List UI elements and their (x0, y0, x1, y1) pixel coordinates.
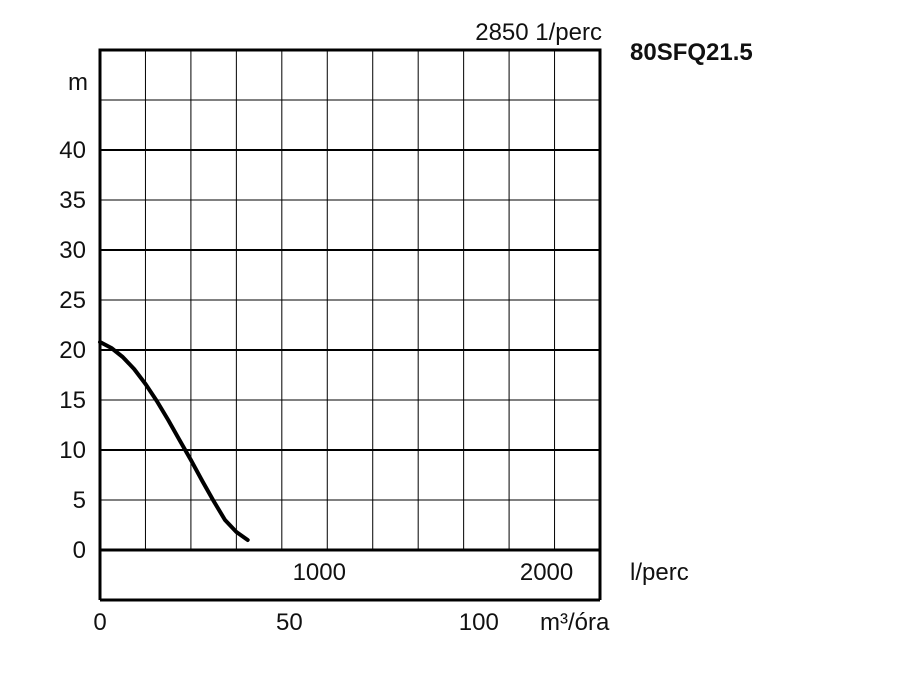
chart-subtitle: 2850 1/perc (475, 19, 602, 46)
y-tick-label: 20 (59, 337, 86, 364)
grid (100, 50, 600, 550)
x-tick-label-m3h: 100 (459, 609, 499, 636)
curve-layer (98, 340, 250, 542)
x-tick-label-m3h: 0 (93, 609, 106, 636)
tick-labels: 0 5 10 15 20 25 30 35 40 1000 2000 0 50 100 (59, 137, 573, 636)
y-tick-label: 35 (59, 187, 86, 214)
y-tick-label: 5 (73, 487, 86, 514)
y-tick-label: 10 (59, 437, 86, 464)
x-tick-label-lpm: 1000 (293, 559, 346, 586)
chart-title: 80SFQ21.5 (630, 39, 753, 66)
y-tick-label: 40 (59, 137, 86, 164)
series-line-0 (98, 340, 250, 542)
plot-frame (98, 48, 602, 602)
y-tick-label: 15 (59, 387, 86, 414)
x-axis-label-lpm: l/perc (630, 559, 689, 586)
y-tick-label: 0 (73, 537, 86, 564)
y-axis-label: m (68, 69, 88, 96)
y-tick-label: 30 (59, 237, 86, 264)
plot-border (98, 48, 602, 552)
x-tick-label-lpm: 2000 (520, 559, 573, 586)
y-tick-label: 25 (59, 287, 86, 314)
x-axis-label-m3h: m³/óra (540, 609, 610, 636)
x-tick-label-m3h: 50 (276, 609, 303, 636)
